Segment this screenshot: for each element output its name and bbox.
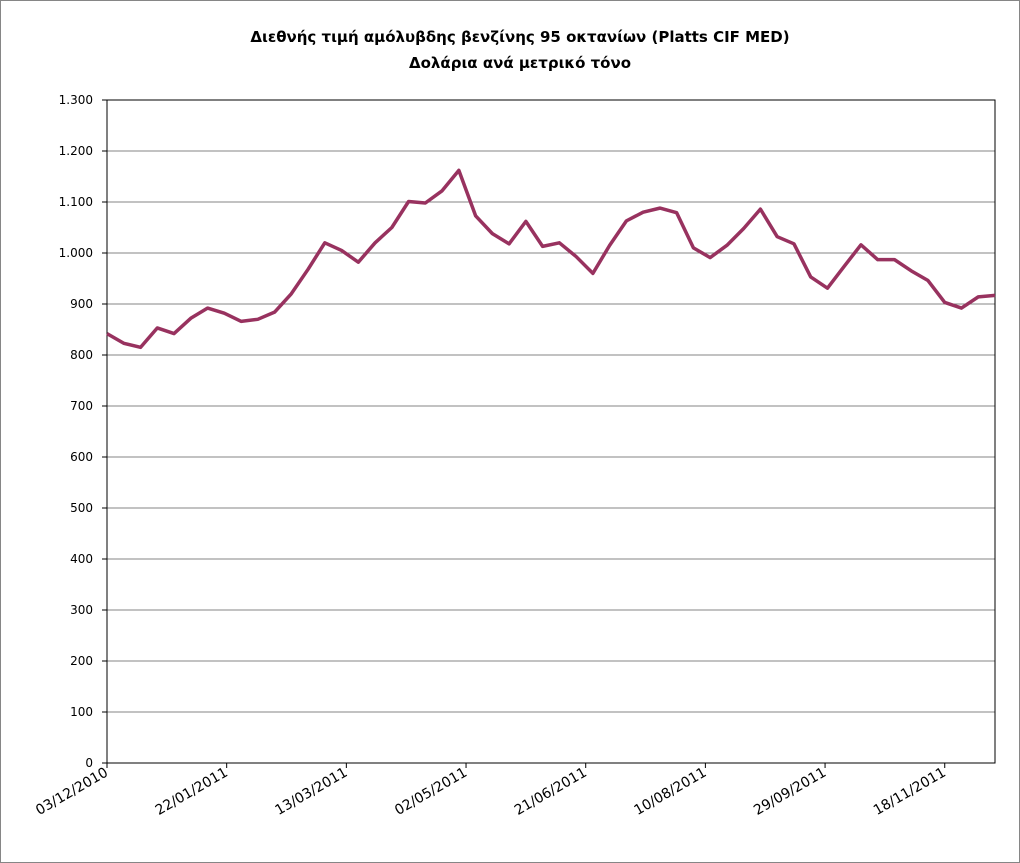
y-tick-label: 0 bbox=[85, 756, 93, 770]
line-series bbox=[106, 168, 996, 350]
chart-title: Διεθνής τιμή αμόλυβδης βενζίνης 95 οκταν… bbox=[250, 28, 789, 46]
y-tick-label: 1.200 bbox=[59, 144, 93, 158]
y-tick-label: 1.100 bbox=[59, 195, 93, 209]
y-tick-label: 900 bbox=[70, 297, 93, 311]
y-tick-label: 1.000 bbox=[59, 246, 93, 260]
y-tick-label: 200 bbox=[70, 654, 93, 668]
y-tick-label: 100 bbox=[70, 705, 93, 719]
y-tick-label: 600 bbox=[70, 450, 93, 464]
y-tick-label: 300 bbox=[70, 603, 93, 617]
y-tick-label: 1.300 bbox=[59, 93, 93, 107]
y-tick-label: 800 bbox=[70, 348, 93, 362]
y-tick-label: 500 bbox=[70, 501, 93, 515]
y-tick-label: 400 bbox=[70, 552, 93, 566]
y-tick-label: 700 bbox=[70, 399, 93, 413]
chart-subtitle: Δολάρια ανά μετρικό τόνο bbox=[409, 54, 631, 72]
plot-border bbox=[106, 99, 996, 764]
